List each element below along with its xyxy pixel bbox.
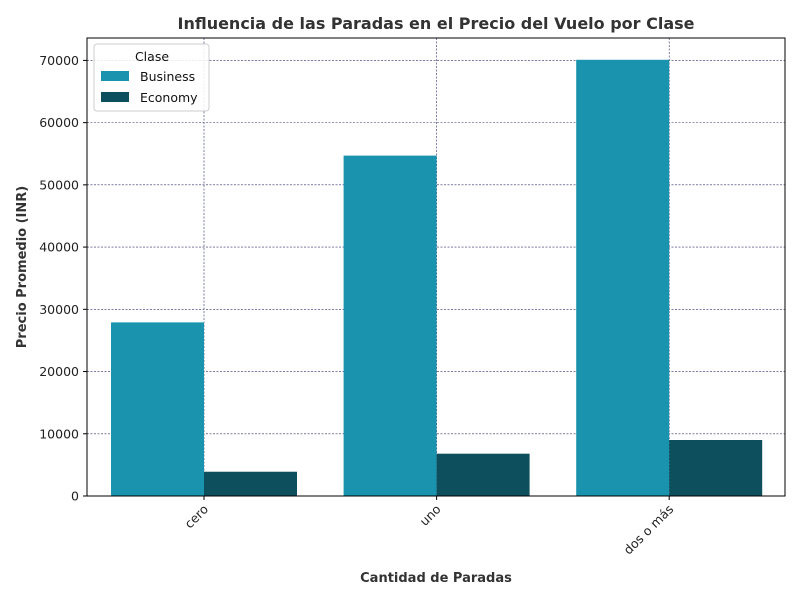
y-tick-label: 20000 bbox=[39, 364, 79, 379]
bar-economy-1 bbox=[436, 453, 530, 496]
bar-business-0 bbox=[111, 322, 204, 496]
legend-swatch-economy bbox=[101, 92, 129, 102]
legend-title: Clase bbox=[135, 49, 169, 64]
legend-swatch-business bbox=[101, 71, 129, 81]
x-axis-title: Cantidad de Paradas bbox=[360, 571, 512, 586]
bar-business-2 bbox=[576, 59, 670, 496]
y-tick-label: 50000 bbox=[39, 177, 79, 192]
x-tick-label: dos o más bbox=[620, 502, 676, 558]
legend: Clase Business Economy bbox=[93, 43, 210, 112]
x-tick-label: uno bbox=[416, 502, 443, 529]
bars bbox=[111, 59, 763, 496]
bar-business-1 bbox=[343, 155, 437, 496]
y-tick-label: 70000 bbox=[39, 53, 79, 68]
legend-entries: Business Economy bbox=[101, 69, 198, 105]
chart-title: Influencia de las Paradas en el Precio d… bbox=[177, 14, 694, 33]
y-tick-label: 30000 bbox=[39, 302, 79, 317]
y-tick-label: 40000 bbox=[39, 240, 79, 255]
y-axis-title: Precio Promedio (INR) bbox=[15, 186, 30, 348]
legend-label-economy: Economy bbox=[140, 90, 198, 105]
y-tick-label: 10000 bbox=[39, 426, 79, 441]
x-tick-label: cero bbox=[181, 502, 211, 532]
y-tick-label: 60000 bbox=[39, 115, 79, 130]
plot-frame bbox=[86, 37, 786, 497]
y-axis-ticks: 0 10000 20000 30000 40000 50000 60000 70000 bbox=[39, 53, 87, 504]
legend-label-business: Business bbox=[140, 69, 195, 84]
bar-economy-0 bbox=[204, 471, 297, 496]
bar-economy-2 bbox=[669, 439, 763, 496]
y-tick-label: 0 bbox=[71, 489, 79, 504]
x-axis-ticks: cero uno dos o más bbox=[181, 496, 676, 557]
